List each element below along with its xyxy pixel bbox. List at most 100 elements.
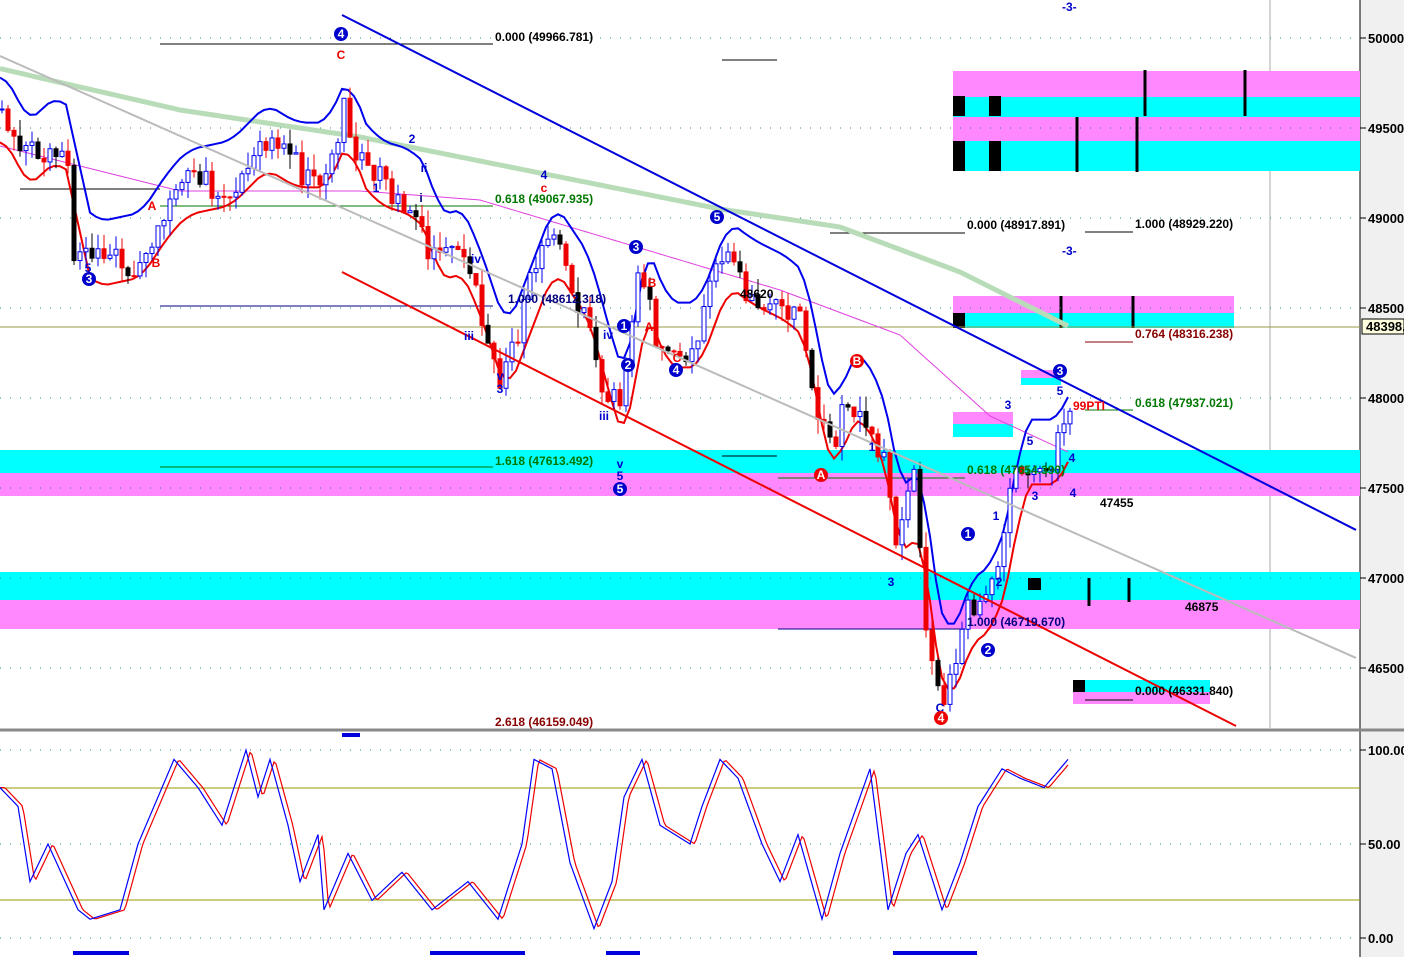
wave-label: 4 bbox=[541, 168, 548, 182]
wave-circle bbox=[82, 272, 96, 286]
trendline bbox=[0, 55, 1357, 659]
candle-body bbox=[725, 251, 731, 263]
candle-body bbox=[857, 410, 863, 418]
tick-label: 0.00 bbox=[1368, 931, 1393, 946]
wave-label: iv bbox=[603, 328, 613, 342]
candle-body bbox=[641, 272, 647, 288]
candle-body bbox=[755, 294, 761, 309]
candle-body bbox=[503, 361, 509, 389]
candle-body bbox=[881, 451, 887, 458]
wave-label: A bbox=[817, 468, 826, 482]
trendlines[interactable] bbox=[0, 14, 1357, 727]
fib-label: 47455 bbox=[1100, 496, 1134, 510]
candle-body bbox=[359, 152, 365, 161]
fib-label: 2.618 (46159.049) bbox=[495, 715, 593, 729]
candle-body bbox=[1067, 410, 1073, 425]
candle-body bbox=[743, 271, 749, 302]
upper-band-line bbox=[0, 76, 1069, 625]
trendline bbox=[341, 271, 1237, 727]
candle-body bbox=[803, 310, 809, 351]
oscillator-line bbox=[0, 747, 1069, 931]
candle-body bbox=[497, 358, 503, 389]
fib-label: 1.000 (48612.318) bbox=[508, 292, 606, 306]
candle-body bbox=[953, 663, 959, 675]
wave-label: B bbox=[853, 354, 862, 368]
candle-body bbox=[845, 404, 851, 408]
zone-magenta bbox=[953, 412, 1013, 424]
wave-circle bbox=[814, 468, 828, 482]
candle-body bbox=[17, 135, 23, 152]
candle-body bbox=[557, 234, 563, 245]
fib-label: 1.000 (46719.670) bbox=[967, 615, 1065, 629]
candle-body bbox=[1007, 487, 1013, 534]
candle-body bbox=[533, 268, 539, 274]
fib-label: 1.618 (47613.492) bbox=[495, 454, 593, 468]
candle-body bbox=[425, 226, 431, 260]
candle-body bbox=[569, 264, 575, 294]
candle-body bbox=[35, 141, 41, 159]
fib-lines bbox=[0, 43, 1360, 701]
wave-label: B bbox=[152, 256, 161, 270]
tick-label: 50.00 bbox=[1368, 837, 1401, 852]
price-axis[interactable] bbox=[1360, 0, 1404, 957]
candle-body bbox=[269, 137, 275, 151]
candle-body bbox=[539, 245, 545, 270]
candle-body bbox=[443, 247, 449, 253]
fib-label: 0.618 (47937.021) bbox=[1135, 396, 1233, 410]
fib-label: -3- bbox=[1062, 244, 1077, 258]
zone-cyan bbox=[953, 313, 1234, 328]
candle-body bbox=[1025, 473, 1031, 476]
candle-body bbox=[617, 389, 623, 407]
candle-body bbox=[1061, 423, 1067, 434]
candle-body bbox=[263, 141, 269, 151]
candle-body bbox=[827, 421, 833, 438]
wave-label: 5 bbox=[617, 482, 624, 496]
candle-body bbox=[329, 153, 335, 175]
candle-body bbox=[581, 307, 587, 314]
candle-body bbox=[635, 272, 641, 323]
wave-circle bbox=[334, 27, 348, 41]
candle-body bbox=[989, 578, 995, 596]
fib-label: 0.000 (46331.840) bbox=[1135, 684, 1233, 698]
wave-label: A bbox=[148, 199, 157, 213]
candle-body bbox=[1001, 532, 1007, 568]
candle-body bbox=[1043, 468, 1049, 472]
candle-body bbox=[11, 129, 17, 137]
zone-cyan bbox=[953, 141, 1360, 171]
candle-body bbox=[665, 346, 671, 352]
candle-body bbox=[851, 406, 857, 418]
candle-body bbox=[887, 451, 893, 498]
candle-body bbox=[611, 389, 617, 402]
wave-label: 1 bbox=[621, 319, 628, 333]
candle-body bbox=[893, 496, 899, 546]
candle-body bbox=[779, 299, 785, 307]
candle-body bbox=[833, 436, 839, 447]
tick-label: 47000 bbox=[1368, 571, 1404, 586]
candle-body bbox=[179, 181, 185, 191]
trendline bbox=[341, 14, 1357, 531]
zone-magenta bbox=[1021, 370, 1061, 378]
candle-body bbox=[257, 141, 263, 157]
wave-circle bbox=[669, 363, 683, 377]
candle-body bbox=[599, 359, 605, 393]
candle-body bbox=[323, 173, 329, 186]
wave-label: C bbox=[337, 48, 346, 62]
candle-body bbox=[155, 225, 161, 248]
candle-body bbox=[659, 346, 665, 349]
wave-label: iii bbox=[464, 329, 474, 343]
candle-body bbox=[383, 166, 389, 180]
wave-label: B bbox=[648, 276, 657, 290]
wave-label: 3 bbox=[497, 382, 504, 396]
candle-body bbox=[83, 247, 89, 253]
candle-body bbox=[215, 195, 221, 199]
wave-label: 1 bbox=[993, 509, 1000, 523]
wave-label: 3 bbox=[86, 272, 93, 286]
last-price-box bbox=[1361, 318, 1404, 335]
candle-body bbox=[785, 305, 791, 320]
candle-body bbox=[455, 245, 461, 250]
oscillator bbox=[0, 747, 1069, 931]
candle-body bbox=[839, 404, 845, 447]
candle-body bbox=[947, 673, 953, 705]
tick-label: 49500 bbox=[1368, 121, 1404, 136]
